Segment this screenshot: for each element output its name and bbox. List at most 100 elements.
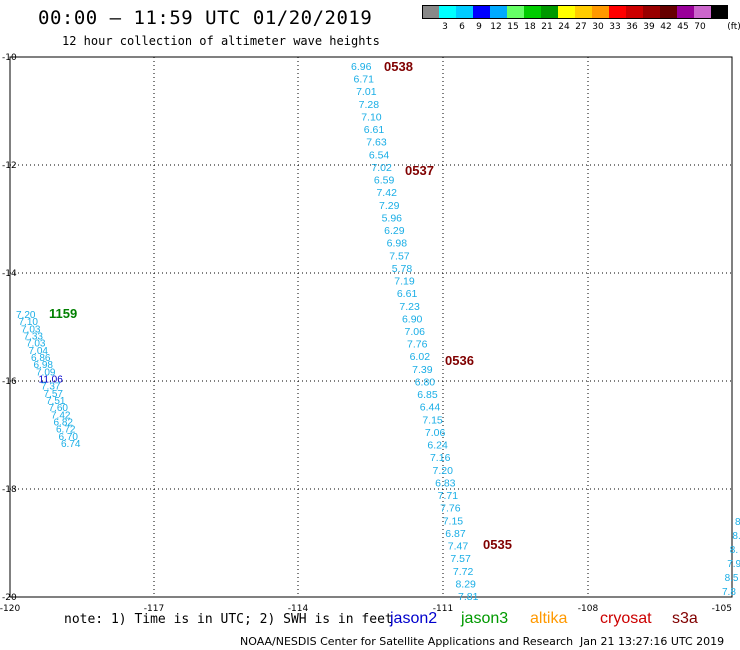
colorbar-label: 18 xyxy=(524,22,536,32)
colorbar-label: 15 xyxy=(507,22,519,32)
wave-height-value: 7.81 xyxy=(458,591,479,603)
wave-height-value: 6.82 xyxy=(54,418,74,429)
wave-height-value: 7.42 xyxy=(376,187,397,199)
wave-height-value: 7.42 xyxy=(51,410,71,421)
colorbar-label: 42 xyxy=(660,22,672,32)
colorbar-unit: (ft) xyxy=(727,22,740,32)
colorbar-swatch xyxy=(558,5,575,19)
wave-height-value: 7.76 xyxy=(407,339,428,351)
colorbar-swatch xyxy=(677,5,694,19)
latitude-tick-label: -18 xyxy=(2,485,17,495)
longitude-tick-label: -120 xyxy=(0,604,20,614)
colorbar-label: 33 xyxy=(609,22,621,32)
wave-height-value: 7.03 xyxy=(26,339,46,350)
legend-jason2: jason2 xyxy=(390,610,438,627)
wave-height-value: 6.61 xyxy=(364,124,385,136)
wave-height-value: 7.15 xyxy=(443,515,464,527)
wave-height-value: 6.85 xyxy=(417,389,438,401)
colorbar-label: 6 xyxy=(459,22,465,32)
wave-height-value: 7.20 xyxy=(16,310,36,321)
legend-jason3: jason3 xyxy=(461,610,509,627)
longitude-tick-label: -117 xyxy=(144,604,164,614)
colorbar-label: 9 xyxy=(476,22,482,32)
colorbar-label: 3 xyxy=(442,22,448,32)
colorbar-swatch xyxy=(507,5,524,19)
colorbar-label: 70 xyxy=(694,22,706,32)
wave-height-value: 6.87 xyxy=(445,528,466,540)
latitude-tick-label: -10 xyxy=(2,53,17,63)
wave-height-value: 6.80 xyxy=(415,376,436,388)
wave-height-value: 6.72 xyxy=(56,425,76,436)
longitude-tick-label: -111 xyxy=(433,604,453,614)
wave-height-value: 7.63 xyxy=(366,137,387,149)
wave-height-value: 6.24 xyxy=(427,440,448,452)
wave-height-value: 6.98 xyxy=(34,360,54,371)
wave-height-value: 8. xyxy=(732,531,740,542)
wave-height-value: 6.29 xyxy=(384,225,405,237)
wave-height-value: 8.29 xyxy=(455,578,476,590)
wave-height-value: 7.04 xyxy=(29,346,49,357)
wave-height-value: 6.61 xyxy=(397,288,418,300)
wave-height-value: 6.96 xyxy=(351,61,372,73)
wave-height-value: 6.70 xyxy=(59,432,79,443)
colorbar-swatch xyxy=(473,5,490,19)
wave-height-value: 7.09 xyxy=(36,367,56,378)
wave-height-value: 7.37 xyxy=(41,382,61,393)
wave-height-value: 5.96 xyxy=(382,212,403,224)
pass-time-label: 0537 xyxy=(405,163,434,178)
page-subtitle: 12 hour collection of altimeter wave hei… xyxy=(62,34,380,48)
wave-height-value: 7.47 xyxy=(448,541,469,553)
colorbar-swatch xyxy=(575,5,592,19)
wave-height-value: 8.5 xyxy=(725,573,739,584)
pass-time-label: 1159 xyxy=(49,306,77,321)
colorbar-label: 24 xyxy=(558,22,570,32)
latitude-tick-label: -20 xyxy=(2,593,17,603)
wave-height-value: 7.16 xyxy=(430,452,451,464)
wave-height-value: 7.71 xyxy=(438,490,459,502)
wave-height-value: 6.83 xyxy=(435,477,456,489)
longitude-tick-label: -108 xyxy=(578,604,599,614)
colorbar-label: 45 xyxy=(677,22,689,32)
wave-height-value: 7.39 xyxy=(412,364,433,376)
colorbar-frame xyxy=(422,5,728,19)
legend-cryosat: cryosat xyxy=(600,610,652,627)
colorbar-swatch xyxy=(439,5,456,19)
wave-height-value: 11.06 xyxy=(39,375,64,386)
wave-height-value: 7.02 xyxy=(371,162,392,174)
wave-height-value: 6.90 xyxy=(402,313,423,325)
colorbar-label: 30 xyxy=(592,22,604,32)
wave-height-value: 7.10 xyxy=(19,317,39,328)
colorbar-swatch xyxy=(490,5,507,19)
wave-height-value: 7.10 xyxy=(361,111,382,123)
legend-altika: altika xyxy=(530,610,568,627)
wave-height-value: 7.01 xyxy=(356,86,377,98)
longitude-tick-label: -105 xyxy=(712,604,732,614)
wave-height-value: 7.15 xyxy=(422,414,443,426)
wave-height-value: 7.06 xyxy=(425,427,446,439)
footer-credit: NOAA/NESDIS Center for Satellite Applica… xyxy=(240,635,574,648)
colorbar-swatch xyxy=(626,5,643,19)
wave-height-value: 7.33 xyxy=(24,332,44,343)
wave-height-value: 6.54 xyxy=(369,149,390,161)
wave-height-value: 7.20 xyxy=(433,465,454,477)
colorbar-swatch xyxy=(643,5,660,19)
wave-height-value: 8. xyxy=(730,545,738,556)
wave-height-value: 6.98 xyxy=(387,238,408,250)
latitude-tick-label: -12 xyxy=(2,161,17,171)
colorbar-swatch xyxy=(541,5,558,19)
wave-height-value: 5.78 xyxy=(392,263,413,275)
wave-height-value: 7.23 xyxy=(399,301,420,313)
colorbar-swatch xyxy=(711,5,728,19)
wave-height-value: 7.29 xyxy=(379,200,400,212)
colorbar-label: 39 xyxy=(643,22,655,32)
colorbar-swatch xyxy=(592,5,609,19)
colorbar-swatch xyxy=(660,5,677,19)
legend-s3a: s3a xyxy=(672,610,698,627)
longitude-tick-label: -114 xyxy=(288,604,309,614)
pass-time-label: 0535 xyxy=(483,537,512,552)
latitude-tick-label: -14 xyxy=(2,269,17,279)
colorbar-label: 12 xyxy=(490,22,502,32)
colorbar-label: 27 xyxy=(575,22,587,32)
wave-height-value: 7.57 xyxy=(450,553,471,565)
